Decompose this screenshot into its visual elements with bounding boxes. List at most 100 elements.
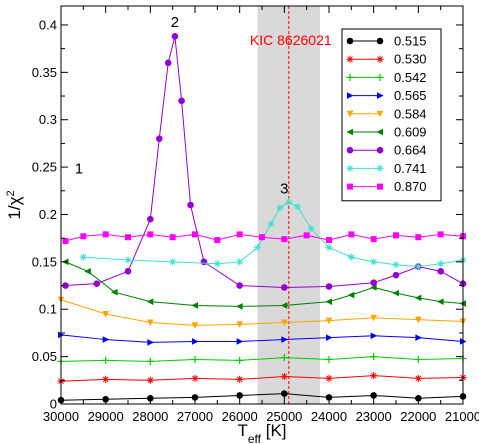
x-axis-label-main: T (237, 421, 247, 440)
legend-label: 0.515 (394, 34, 427, 49)
data-point (414, 262, 422, 271)
data-point (370, 371, 378, 380)
data-point (147, 231, 154, 238)
data-point (178, 97, 185, 105)
data-point (93, 280, 101, 287)
y-tick-label: 0 (50, 397, 57, 412)
data-point (347, 253, 355, 261)
data-point (376, 146, 384, 154)
data-point (346, 128, 353, 136)
x-axis-label-sub: eff (248, 432, 262, 444)
data-point (415, 334, 422, 341)
data-point (236, 375, 244, 383)
y-tick-label: 0.1 (39, 302, 57, 317)
legend-entry: 0.542 (346, 70, 427, 85)
data-point (236, 303, 243, 310)
y-tick-label: 0.15 (32, 254, 57, 269)
x-axis-label-unit: [K] (261, 421, 287, 440)
series-line (60, 299, 464, 326)
data-point (376, 110, 384, 118)
data-point (213, 260, 221, 268)
data-point (102, 336, 110, 343)
data-point (393, 232, 399, 239)
data-point (414, 355, 422, 364)
peak-label: 3 (280, 181, 288, 198)
data-point (236, 258, 244, 266)
series-0.565 (58, 331, 467, 346)
x-axis-label: Teff [K] (237, 421, 286, 444)
data-point (124, 268, 132, 275)
legend-label: 0.530 (394, 52, 427, 67)
data-point (377, 92, 384, 99)
legend-entry: 0.530 (346, 52, 427, 67)
y-tick-label: 0.35 (32, 65, 57, 80)
data-point (281, 236, 288, 243)
y-tick-label: 0.3 (39, 112, 57, 127)
data-point (192, 338, 199, 345)
data-point (325, 298, 332, 305)
data-point (147, 339, 154, 346)
peak-label: 2 (171, 14, 179, 31)
data-point (370, 314, 377, 322)
y-tick-label: 0.4 (39, 17, 57, 32)
data-point (325, 283, 333, 290)
data-point (347, 92, 354, 99)
data-point (376, 73, 384, 81)
series-0.609 (61, 258, 466, 310)
data-point (146, 357, 154, 365)
data-point (437, 268, 444, 275)
data-point (155, 135, 163, 142)
data-point (102, 356, 110, 365)
data-point (236, 282, 243, 289)
data-point (325, 244, 333, 252)
data-point (191, 322, 199, 329)
series-0.741 (79, 198, 467, 271)
x-axis: 30000 29000 28000 27000 26000 25000 24000 23000… (43, 6, 479, 424)
legend-label: 0.741 (394, 161, 427, 176)
data-point (280, 372, 288, 381)
data-point (347, 291, 355, 299)
data-point (146, 376, 154, 384)
data-point (392, 261, 400, 269)
data-point (376, 55, 384, 63)
data-point (191, 374, 199, 383)
data-point (370, 392, 377, 399)
x-tick-label: 22000 (400, 409, 436, 424)
data-point (280, 353, 288, 362)
series-line (60, 356, 464, 362)
series-0.515 (57, 390, 467, 404)
x-tick-label: 30000 (43, 409, 79, 424)
y-tick-label: 0.25 (32, 160, 57, 175)
x-tick-label: 21000 (445, 409, 479, 424)
data-point (102, 231, 109, 238)
data-point (326, 237, 332, 244)
data-point (236, 392, 243, 399)
y-axis-label-sup: 2 (5, 190, 17, 196)
legend-label: 0.664 (394, 143, 427, 158)
data-point (325, 374, 333, 383)
data-point (437, 231, 444, 238)
legend-label: 0.609 (394, 125, 427, 140)
data-point (392, 289, 399, 297)
data-point (437, 260, 445, 268)
data-point (325, 355, 333, 364)
data-point (415, 234, 422, 241)
data-point (346, 146, 354, 154)
data-point (147, 319, 154, 327)
legend-label: 0.870 (394, 179, 427, 194)
data-point (111, 288, 118, 296)
series-line (60, 393, 464, 401)
data-point (414, 374, 422, 383)
data-point (346, 164, 354, 172)
legend-entry: 0.741 (346, 161, 427, 176)
data-point (192, 231, 198, 238)
data-point (346, 110, 354, 118)
data-point (276, 204, 284, 212)
data-point (187, 201, 194, 209)
data-point (102, 375, 110, 383)
data-point (370, 332, 378, 340)
data-point (171, 33, 179, 40)
y-tick-label: 0.2 (39, 207, 57, 222)
data-point (84, 268, 91, 275)
